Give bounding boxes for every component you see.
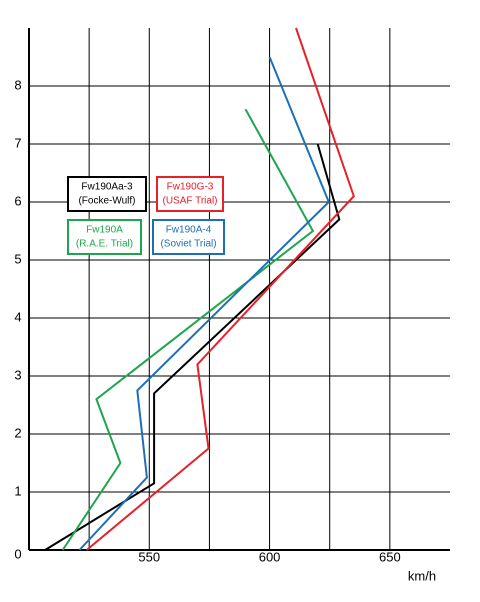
y-tick-label: 0 <box>14 546 21 561</box>
series-line <box>78 56 330 551</box>
y-tick-label: 6 <box>14 193 21 208</box>
series-line <box>44 143 341 551</box>
y-tick-label: 8 <box>14 77 21 92</box>
legend-label: Fw190G-3 <box>167 182 214 193</box>
x-axis-label: km/h <box>408 568 436 583</box>
legend-label: Fw190A-4 <box>166 225 212 236</box>
legend-label: Fw190Aa-3 <box>81 182 133 193</box>
legend-item: Fw190A (R.A.E. Trial) <box>67 219 142 255</box>
series-line <box>86 27 355 551</box>
legend-label: Fw190A <box>86 225 123 236</box>
y-tick-label: 1 <box>14 483 21 498</box>
legend-box <box>67 176 147 212</box>
legend-note: (USAF Trial) <box>163 196 218 207</box>
y-tick-label: 5 <box>14 251 21 266</box>
series-line <box>61 108 315 551</box>
legend-note: (Focke-Wulf) <box>78 196 135 207</box>
y-tick-label: 4 <box>14 309 21 324</box>
legend-item: Fw190G-3 (USAF Trial) <box>156 176 224 212</box>
legend-item: Fw190A-4 (Soviet Trial) <box>152 219 225 255</box>
y-tick-label: 7 <box>14 135 21 150</box>
y-tick-label: 2 <box>14 425 21 440</box>
legend-item: Fw190Aa-3 (Focke-Wulf) <box>67 176 147 212</box>
x-tick-label: 550 <box>138 549 160 564</box>
y-tick-label: 3 <box>14 367 21 382</box>
legend-box <box>152 219 225 255</box>
x-tick-label: 650 <box>379 549 401 564</box>
legend-box <box>156 176 224 212</box>
x-tick-label: 600 <box>259 549 281 564</box>
legend-note: (Soviet Trial) <box>160 239 216 250</box>
legend-note: (R.A.E. Trial) <box>76 239 133 250</box>
legend-box <box>67 219 142 255</box>
